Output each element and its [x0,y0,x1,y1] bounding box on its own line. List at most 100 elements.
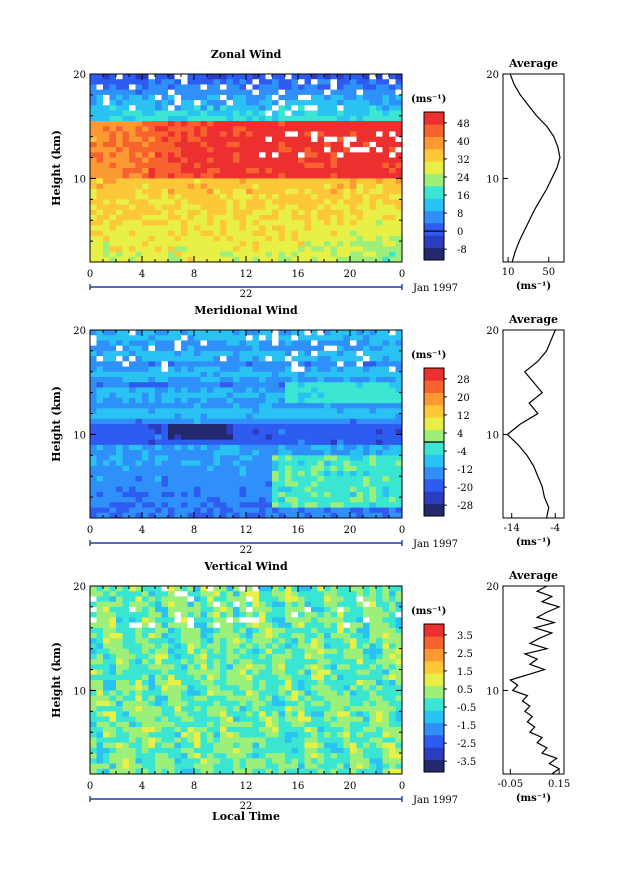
heatmap-cell [200,727,208,733]
heatmap-cell [116,121,123,127]
heatmap-cell [389,382,396,388]
heatmap-cell [174,434,182,441]
heatmap-cell [96,612,104,618]
heatmap-cell [148,695,156,702]
heatmap-cell [90,246,97,252]
heatmap-cell [181,721,188,728]
heatmap-cell [168,256,175,263]
heatmap-cell [363,230,370,237]
heatmap-cell [226,685,234,691]
heatmap-cell [278,471,286,477]
colorbar-tick-label: 12 [457,411,470,422]
heatmap-cell [129,356,136,362]
heatmap-cell [382,94,390,101]
heatmap-cell [148,251,156,258]
heatmap-cell [155,502,162,508]
heatmap-cell [356,497,364,503]
colorbar-tick-label: 20 [457,393,470,404]
heatmap-cell [259,606,266,613]
heatmap-cell [278,695,286,702]
heatmap-cell [324,345,331,352]
heatmap-cell [187,403,195,409]
heatmap-cell [272,465,279,472]
heatmap-cell [148,371,156,378]
heatmap-cell [116,188,123,195]
heatmap-cell [304,366,312,373]
heatmap-cell [233,643,240,650]
heatmap-cell [213,721,221,728]
heatmap-cell [207,460,214,467]
heatmap-cell [103,434,110,441]
heatmap-cell [168,330,175,336]
heatmap-cell [278,110,286,117]
heatmap-cell [350,335,357,341]
heatmap-cell [330,84,338,91]
heatmap-cell [122,183,130,190]
heatmap-cell [161,220,169,226]
heatmap-cell [350,340,357,347]
heatmap-cell [265,643,273,650]
heatmap-cell [200,763,208,770]
heatmap-cell [174,330,182,336]
heatmap-cell [90,747,97,754]
heatmap-cell [311,126,318,132]
heatmap-cell [116,392,123,399]
heatmap-cell [376,345,383,352]
heatmap-cell [259,680,266,686]
heatmap-cell [207,638,214,644]
heatmap-cell [168,507,175,514]
heatmap-cell [109,711,117,717]
heatmap-cell [324,152,331,158]
heatmap-cell [103,387,110,394]
heatmap-cell [109,392,117,399]
heatmap-cell [226,397,234,404]
heatmap-cell [363,147,370,153]
heatmap-cell [233,742,240,749]
heatmap-cell [233,418,240,425]
heatmap-cell [272,392,279,399]
heatmap-cell [233,664,240,670]
heatmap-cell [356,424,364,430]
heatmap-cell [233,512,240,519]
heatmap-cell [181,230,188,237]
heatmap-cell [207,246,214,252]
heatmap-cell [135,356,143,362]
heatmap-cell [356,387,364,394]
heatmap-cell [213,612,221,618]
heatmap-cell [246,241,253,247]
heatmap-cell [220,100,227,106]
heatmap-cell [90,194,97,200]
heatmap-cell [161,591,169,597]
heatmap-cell [272,450,279,456]
heatmap-cell [174,220,182,226]
heatmap-cell [239,345,247,352]
heatmap-cell [155,732,162,738]
heatmap-cell [343,256,351,263]
heatmap-cell [389,465,396,472]
heatmap-cell [304,246,312,252]
heatmap-cell [304,340,312,347]
heatmap-cell [90,512,97,519]
heatmap-cell [161,727,169,733]
heatmap-cell [187,507,195,514]
heatmap-cell [220,643,227,650]
heatmap-cell [135,366,143,373]
heatmap-cell [226,507,234,514]
heatmap-cell [350,199,357,205]
heatmap-cell [382,486,390,493]
heatmap-cell [324,377,331,383]
heatmap-cell [148,204,156,211]
heatmap-cell [252,204,260,211]
heatmap-cell [395,366,403,373]
heatmap-cell [135,659,143,665]
heatmap-cell [168,94,175,101]
heatmap-cell [291,220,299,226]
heatmap-cell [330,413,338,420]
heatmap-cell [168,371,175,378]
heatmap-cell [220,256,227,263]
heatmap-cell [200,633,208,639]
heatmap-cell [265,183,273,190]
heatmap-cell [272,157,279,164]
